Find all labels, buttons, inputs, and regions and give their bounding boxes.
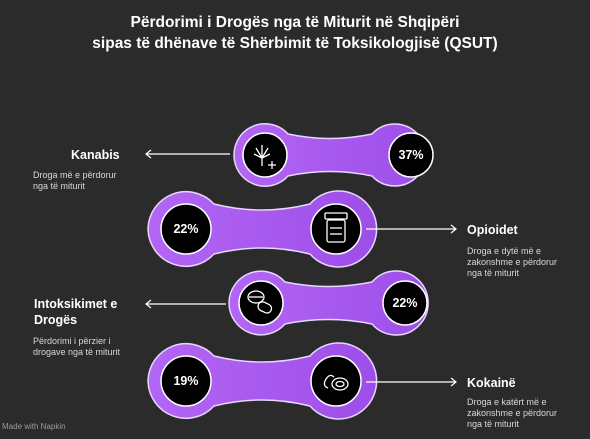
icon-circle-opioidet [310, 203, 362, 255]
percent-circle-intoksikimet [382, 280, 428, 326]
desc-kokaine: Droga e katërt më e zakonshme e përdorur… [467, 397, 558, 429]
desc-kanabis: Droga më e përdorur nga të miturit [33, 170, 117, 191]
label-kokaine: Kokainë [467, 376, 516, 390]
arrow-intoksikimet [145, 299, 226, 309]
percent-kokaine: 19% [173, 374, 198, 388]
icon-circle-kanabis [242, 132, 288, 178]
percent-circle-opioidet [160, 203, 212, 255]
cannabis-plus-icon [253, 145, 276, 169]
pill-bottle-icon [324, 212, 348, 243]
icon-circle-intoksikimet [238, 280, 284, 326]
percent-circle-kokaine [160, 355, 212, 407]
label-opioidet: Opioidet [467, 223, 518, 237]
powder-icon [323, 374, 349, 391]
arrow-kokaine [366, 377, 457, 387]
percent-circle-kanabis [388, 132, 434, 178]
percent-opioidet: 22% [173, 222, 198, 236]
arrow-opioidet [366, 224, 457, 234]
percent-kanabis: 37% [398, 148, 423, 162]
page-title: Përdorimi i Drogës nga të Miturit në Shq… [0, 12, 590, 54]
arrow-kanabis [145, 149, 230, 159]
label-intoksikimet: Intoksikimet e Drogës [34, 297, 118, 327]
title-line-1: Përdorimi i Drogës nga të Miturit në Shq… [130, 14, 460, 31]
percent-intoksikimet: 22% [392, 296, 417, 310]
capsule-intoksikimet: 22% [228, 270, 429, 336]
made-with-napkin-footer[interactable]: Made with Napkin [2, 422, 66, 431]
capsule-opioidet: 22% [147, 190, 378, 268]
capsule-kanabis: 37% [233, 123, 434, 187]
title-line-2: sipas të dhënave të Shërbimit të Toksiko… [92, 35, 498, 52]
icon-circle-kokaine [310, 355, 362, 407]
pills-icon [247, 290, 273, 314]
label-kanabis: Kanabis [71, 148, 120, 162]
desc-intoksikimet: Përdorimi i përzier i drogave nga të mit… [33, 336, 121, 357]
capsule-kokaine: 19% [147, 342, 378, 420]
desc-opioidet: Droga e dytë më e zakonshme e përdorur n… [467, 246, 558, 278]
